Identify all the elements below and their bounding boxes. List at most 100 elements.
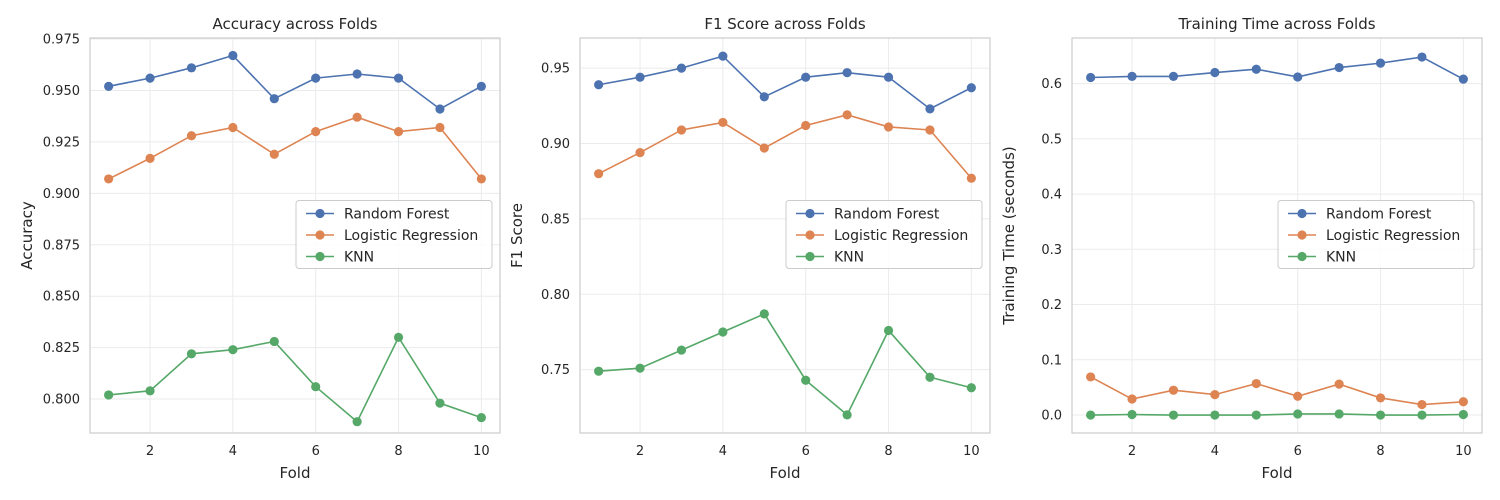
x-tick-label: 6 <box>1294 444 1302 459</box>
y-axis-label: Accuracy <box>18 201 36 270</box>
data-point <box>1417 410 1427 420</box>
data-point <box>801 375 811 385</box>
data-point <box>435 104 445 114</box>
x-axis-label: Fold <box>280 464 311 482</box>
data-point <box>269 149 279 159</box>
legend-marker <box>805 208 815 219</box>
data-point <box>1168 385 1179 395</box>
y-tick-label: 0.975 <box>43 33 80 48</box>
data-point <box>594 366 604 376</box>
series-1 <box>104 50 486 114</box>
data-point <box>925 372 935 382</box>
data-point <box>1417 399 1427 410</box>
data-point <box>676 345 687 355</box>
data-point <box>842 410 852 420</box>
data-point <box>228 345 238 355</box>
data-point <box>1251 378 1261 389</box>
legend-marker <box>1297 230 1307 240</box>
data-point <box>1127 394 1137 404</box>
legend-marker <box>315 230 325 240</box>
series-1 <box>594 51 976 114</box>
data-point <box>476 174 486 184</box>
data-point <box>1210 410 1220 420</box>
data-point <box>186 131 197 141</box>
data-point <box>1375 58 1386 68</box>
data-point <box>1086 410 1096 420</box>
data-point <box>759 92 769 102</box>
y-axis-label: F1 Score <box>508 203 526 268</box>
data-point <box>1127 71 1137 81</box>
data-point <box>635 363 645 373</box>
x-tick-label: 4 <box>719 444 727 459</box>
data-point <box>145 386 155 396</box>
y-axis-label: Training Time (seconds) <box>1000 146 1018 325</box>
y-tick-label: 0.85 <box>541 212 570 227</box>
series-line <box>598 55 972 110</box>
series-line <box>108 54 482 110</box>
data-point <box>801 120 811 131</box>
data-point <box>435 398 445 408</box>
data-point <box>352 112 362 122</box>
data-point <box>476 412 486 423</box>
data-point <box>842 68 852 78</box>
legend: Random Forest Logistic Regression KNN <box>1277 200 1475 269</box>
data-point <box>1086 72 1096 83</box>
x-tick-label: 8 <box>1376 444 1384 459</box>
x-tick-label: 8 <box>394 444 402 459</box>
data-point <box>635 72 645 82</box>
data-point <box>801 72 811 82</box>
data-point <box>352 417 362 427</box>
series-line <box>108 116 482 180</box>
data-point <box>759 143 769 153</box>
legend: Random Forest Logistic Regression KNN <box>785 200 983 269</box>
data-point <box>925 125 935 135</box>
series-3 <box>1086 409 1468 420</box>
data-point <box>186 63 197 73</box>
data-point <box>1210 67 1220 78</box>
x-tick-label: 2 <box>1128 444 1136 459</box>
x-tick-label: 8 <box>884 444 892 459</box>
y-tick-label: 0.95 <box>541 62 570 77</box>
y-tick-label: 0.2 <box>1041 298 1062 313</box>
legend-entry: Random Forest <box>344 207 450 223</box>
y-tick-label: 0.1 <box>1041 353 1062 368</box>
axes-frame <box>1071 37 1483 434</box>
data-point <box>1375 410 1386 420</box>
legend-entry: Random Forest <box>1326 207 1432 223</box>
x-axis-label: Fold <box>770 464 801 482</box>
series-2 <box>104 112 486 184</box>
data-point <box>311 73 321 83</box>
data-point <box>269 336 279 347</box>
data-point <box>1086 372 1096 382</box>
data-point <box>1127 409 1137 420</box>
subplot-3: 0.0 0.1 0.2 0.3 0.4 0.5 0.6 2 4 6 8 10 Training Time… <box>1000 15 1483 482</box>
data-point <box>435 122 445 133</box>
y-tick-label: 0.80 <box>541 288 570 303</box>
legend-marker <box>315 208 325 219</box>
y-tick-label: 0.90 <box>541 137 570 152</box>
data-point <box>1168 410 1179 420</box>
data-point <box>1417 52 1427 62</box>
data-point <box>1168 71 1179 81</box>
data-point <box>1334 409 1344 419</box>
x-tick-label: 10 <box>963 444 980 459</box>
x-tick-label: 2 <box>636 444 644 459</box>
legend-entry: KNN <box>344 250 374 266</box>
series-line <box>598 114 972 179</box>
series-3 <box>594 309 976 420</box>
legend-entry: Logistic Regression <box>834 228 968 244</box>
data-point <box>676 125 687 135</box>
data-point <box>1334 62 1344 73</box>
legend-entry: Logistic Regression <box>1326 228 1460 244</box>
data-point <box>104 81 114 91</box>
legend-entry: KNN <box>834 250 864 266</box>
x-tick-label: 4 <box>229 444 237 459</box>
data-point <box>104 174 114 184</box>
subplot-2: 0.75 0.80 0.85 0.90 0.95 2 4 6 8 10 F1 Score acros… <box>508 15 991 482</box>
y-tick-label: 0.900 <box>43 187 80 202</box>
x-tick-label: 2 <box>146 444 154 459</box>
chart-title: Training Time across Folds <box>1177 15 1375 33</box>
y-tick-label: 0.3 <box>1041 243 1062 258</box>
y-tick-label: 0.6 <box>1041 77 1062 92</box>
